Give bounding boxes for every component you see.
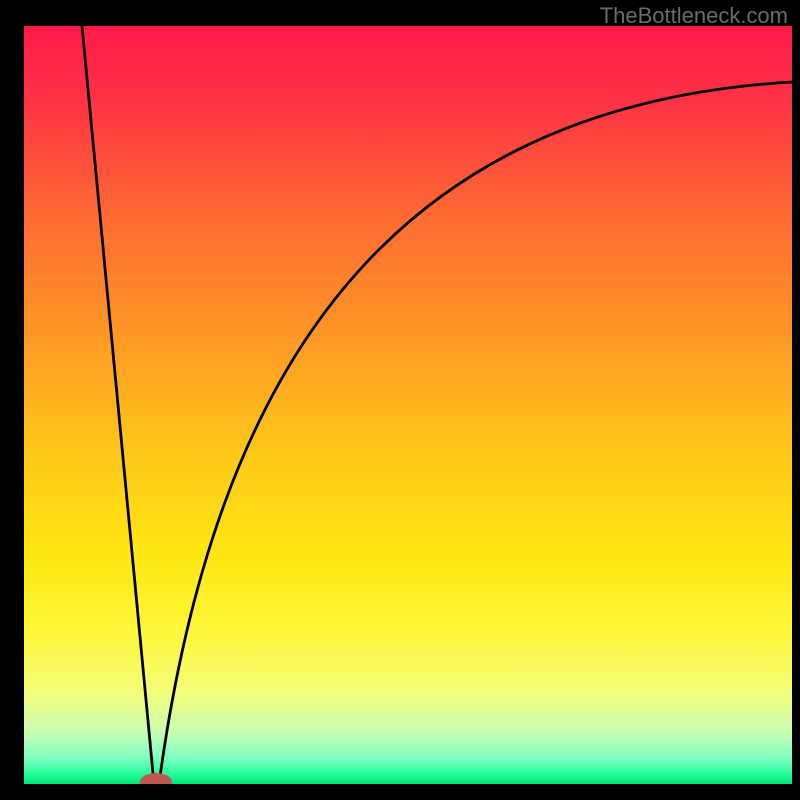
watermark-text: TheBottleneck.com (600, 3, 788, 29)
gradient-background (24, 26, 792, 784)
plot-area (24, 26, 792, 784)
